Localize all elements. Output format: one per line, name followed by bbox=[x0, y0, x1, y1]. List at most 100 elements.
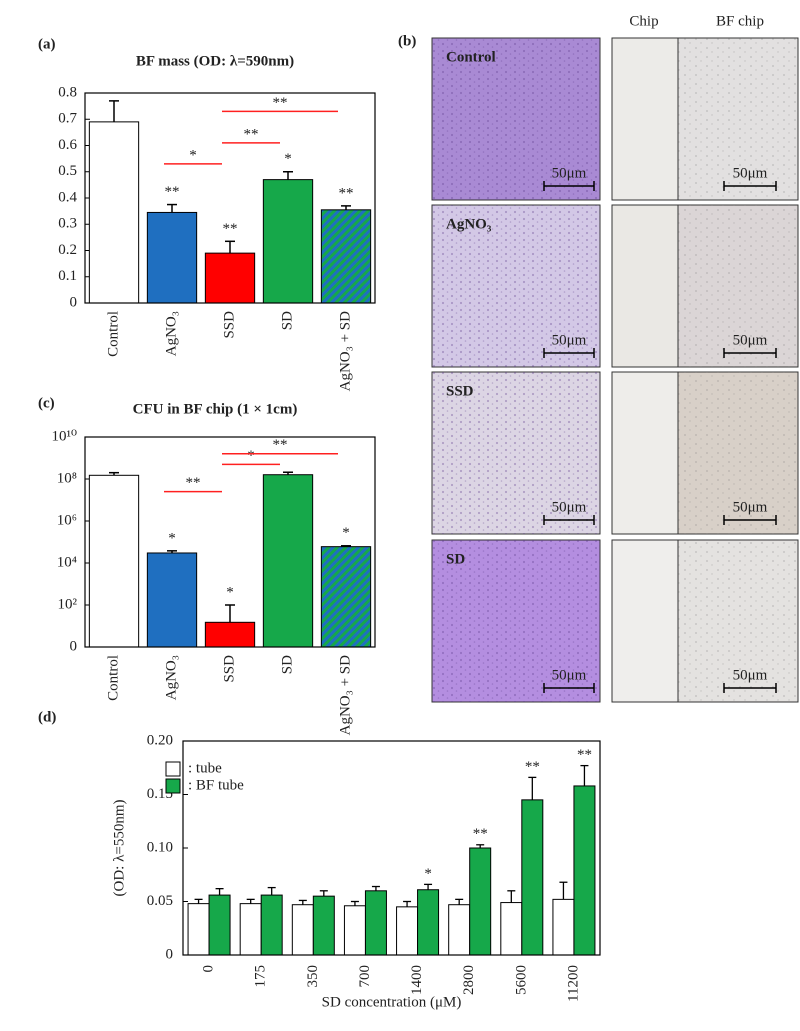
significance: ** bbox=[244, 126, 259, 142]
x-tick-label: AgNO₃ bbox=[163, 311, 179, 356]
x-tick-label: SSD bbox=[221, 311, 237, 339]
bar bbox=[262, 474, 314, 648]
significance: * bbox=[247, 448, 255, 464]
y-tick-label: 0.5 bbox=[58, 163, 77, 179]
significance: ** bbox=[577, 747, 592, 763]
column-header: Chip bbox=[629, 13, 658, 29]
significance: ** bbox=[273, 95, 288, 111]
bar bbox=[204, 621, 256, 648]
significance: * bbox=[342, 525, 350, 541]
x-tick-label: AgNO₃ bbox=[163, 655, 179, 700]
legend-label: : tube bbox=[188, 760, 222, 776]
significance: * bbox=[189, 147, 197, 163]
scale-bar-label: 50μm bbox=[552, 667, 587, 683]
x-tick-label: AgNO₃ + SD bbox=[337, 311, 353, 392]
bar bbox=[208, 894, 231, 956]
bar bbox=[88, 121, 140, 304]
row-label: SD bbox=[446, 551, 465, 567]
y-axis-label: (OD: λ=550nm) bbox=[111, 800, 127, 897]
legend-label: : BF tube bbox=[188, 777, 244, 793]
y-tick-label: 0.2 bbox=[58, 242, 77, 258]
significance: * bbox=[226, 584, 234, 600]
micrograph-texture bbox=[432, 38, 600, 200]
bar bbox=[312, 895, 335, 956]
legend-swatch bbox=[165, 778, 181, 794]
x-tick-label: 2800 bbox=[461, 965, 477, 995]
significance: ** bbox=[186, 475, 201, 491]
significance: ** bbox=[525, 759, 540, 775]
chip-image bbox=[611, 539, 679, 703]
bar bbox=[343, 905, 366, 956]
y-tick-label: 10⁸ bbox=[57, 470, 77, 486]
scale-bar-label: 50μm bbox=[733, 499, 768, 515]
chip-image bbox=[611, 204, 679, 368]
bar bbox=[239, 903, 262, 956]
scale-bar-label: 50μm bbox=[552, 165, 587, 181]
bf-chip-texture bbox=[678, 38, 798, 200]
bar bbox=[88, 474, 140, 648]
plot-frame bbox=[84, 92, 376, 304]
bar bbox=[552, 898, 575, 956]
bar bbox=[469, 847, 492, 956]
y-tick-label: 0.10 bbox=[147, 839, 173, 855]
significance: ** bbox=[273, 437, 288, 453]
plot-frame bbox=[84, 436, 376, 648]
x-axis-label: SD concentration (μM) bbox=[322, 994, 462, 1010]
x-tick-label: 1400 bbox=[409, 965, 425, 995]
row-label: AgNO₃ bbox=[446, 216, 492, 232]
x-tick-label: AgNO₃ + SD bbox=[337, 655, 353, 736]
y-tick-label: 0.4 bbox=[58, 189, 77, 205]
bar bbox=[364, 890, 387, 956]
plot-frame bbox=[182, 740, 601, 956]
bar bbox=[573, 785, 596, 956]
bar bbox=[291, 904, 314, 956]
significance: ** bbox=[339, 185, 354, 201]
x-tick-label: 175 bbox=[253, 965, 269, 988]
x-tick-label: SD bbox=[279, 655, 295, 674]
x-tick-label: SD bbox=[279, 311, 295, 330]
panel-label: (c) bbox=[38, 395, 55, 411]
x-tick-label: SSD bbox=[221, 655, 237, 683]
bar bbox=[448, 904, 471, 956]
significance: ** bbox=[473, 826, 488, 842]
x-tick-label: 5600 bbox=[513, 965, 529, 995]
bar bbox=[396, 906, 419, 956]
y-tick-label: 10² bbox=[58, 596, 78, 612]
y-tick-label: 10⁴ bbox=[57, 554, 77, 570]
scale-bar-label: 50μm bbox=[733, 165, 768, 181]
column-header: BF chip bbox=[716, 13, 764, 29]
y-tick-label: 0.7 bbox=[58, 111, 77, 127]
y-tick-label: 0.05 bbox=[147, 893, 173, 909]
y-tick-label: 0.8 bbox=[58, 84, 77, 100]
x-tick-label: 350 bbox=[305, 965, 321, 988]
chip-image bbox=[611, 37, 679, 201]
scale-bar-label: 50μm bbox=[552, 499, 587, 515]
panel-label: (d) bbox=[38, 709, 56, 725]
bar bbox=[500, 902, 523, 956]
y-tick-label: 0.6 bbox=[58, 137, 77, 153]
row-label: SSD bbox=[446, 383, 474, 399]
bar bbox=[146, 211, 198, 304]
scale-bar-label: 50μm bbox=[552, 332, 587, 348]
micrograph-texture bbox=[432, 205, 600, 367]
y-tick-label: 0.20 bbox=[147, 732, 173, 748]
y-tick-label: 0.1 bbox=[58, 268, 77, 284]
row-label: Control bbox=[446, 49, 496, 65]
bar bbox=[260, 894, 283, 956]
bar bbox=[521, 799, 544, 956]
y-tick-label: 10⁶ bbox=[57, 512, 77, 528]
y-tick-label: 0 bbox=[70, 294, 78, 310]
legend-swatch bbox=[165, 761, 181, 777]
panel-label: (a) bbox=[38, 36, 56, 52]
scale-bar-label: 50μm bbox=[733, 332, 768, 348]
x-tick-label: 11200 bbox=[565, 965, 581, 1002]
bar bbox=[187, 903, 210, 956]
bar bbox=[320, 209, 372, 304]
significance: ** bbox=[223, 221, 238, 237]
chart-title: CFU in BF chip (1 × 1cm) bbox=[133, 401, 298, 417]
significance: * bbox=[284, 151, 292, 167]
micrograph-texture bbox=[432, 372, 600, 534]
bf-chip-texture bbox=[678, 205, 798, 367]
x-tick-label: 700 bbox=[357, 965, 373, 988]
